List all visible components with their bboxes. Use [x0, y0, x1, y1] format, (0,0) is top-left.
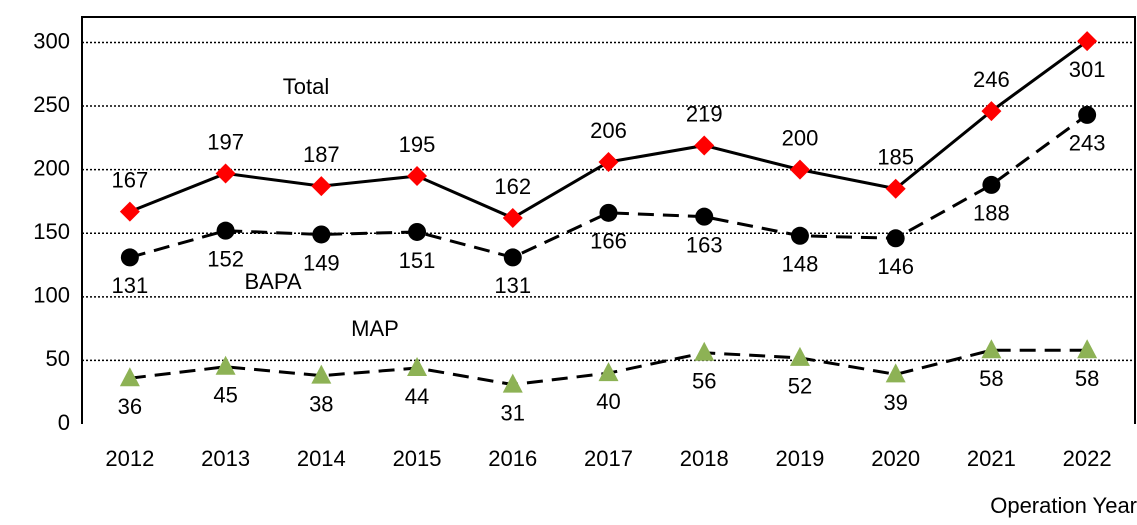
y-tick-label: 200	[33, 155, 70, 180]
x-tick-label: 2022	[1063, 446, 1112, 471]
value-label: 185	[877, 145, 914, 170]
marker	[215, 163, 236, 184]
marker	[981, 339, 1002, 359]
value-label: 188	[973, 201, 1010, 226]
marker	[981, 101, 1002, 122]
x-tick-label: 2019	[775, 446, 824, 471]
marker	[408, 222, 427, 241]
y-tick-label: 100	[33, 283, 70, 308]
marker	[503, 248, 522, 267]
y-tick-label: 150	[33, 219, 70, 244]
value-label: 52	[788, 374, 812, 399]
marker	[694, 135, 715, 156]
marker	[598, 151, 619, 172]
value-label: 243	[1069, 131, 1106, 156]
value-label: 36	[118, 394, 142, 419]
marker	[886, 229, 905, 248]
value-label: 40	[596, 389, 620, 414]
x-tick-label: 2017	[584, 446, 633, 471]
x-tick-label: 2012	[105, 446, 154, 471]
marker	[502, 373, 523, 393]
value-label: 131	[494, 273, 531, 298]
value-label: 167	[112, 167, 149, 192]
value-label: 149	[303, 250, 340, 275]
value-label: 197	[207, 129, 244, 154]
marker	[216, 221, 235, 240]
value-label: 246	[973, 67, 1010, 92]
value-label: 195	[399, 132, 436, 157]
marker	[789, 159, 810, 180]
marker	[311, 364, 332, 384]
value-label: 200	[782, 125, 819, 150]
value-label: 148	[782, 252, 819, 277]
x-axis-label: Operation Year	[990, 493, 1137, 518]
value-label: 301	[1069, 57, 1106, 82]
marker	[885, 363, 906, 383]
value-label: 39	[883, 390, 907, 415]
value-label: 56	[692, 369, 716, 394]
x-tick-label: 2013	[201, 446, 250, 471]
value-label: 219	[686, 101, 723, 126]
marker	[120, 248, 139, 267]
value-label: 31	[501, 400, 525, 425]
y-tick-label: 0	[58, 410, 70, 435]
marker	[407, 165, 428, 186]
y-tick-label: 250	[33, 92, 70, 117]
marker	[789, 346, 810, 366]
marker	[312, 225, 331, 244]
series-label: Total	[283, 74, 329, 99]
marker	[695, 207, 714, 226]
value-label: 166	[590, 229, 627, 254]
x-tick-label: 2014	[297, 446, 346, 471]
marker	[982, 175, 1001, 194]
series-label: BAPA	[244, 269, 301, 294]
value-label: 44	[405, 384, 429, 409]
marker	[599, 203, 618, 222]
value-label: 152	[207, 246, 244, 271]
marker	[1077, 339, 1098, 359]
value-label: 131	[112, 273, 149, 298]
value-label: 58	[979, 366, 1003, 391]
marker	[1077, 31, 1098, 52]
marker	[119, 367, 140, 387]
series-label: MAP	[351, 316, 399, 341]
marker	[694, 341, 715, 361]
y-tick-label: 300	[33, 28, 70, 53]
value-label: 162	[494, 174, 531, 199]
x-tick-label: 2016	[488, 446, 537, 471]
y-tick-label: 50	[46, 346, 70, 371]
marker	[119, 201, 140, 222]
value-label: 45	[213, 383, 237, 408]
x-tick-label: 2021	[967, 446, 1016, 471]
series-line	[129, 113, 1089, 259]
value-label: 187	[303, 142, 340, 167]
marker	[215, 355, 236, 375]
marker	[407, 357, 428, 377]
value-label: 146	[877, 254, 914, 279]
marker	[502, 207, 523, 228]
x-tick-label: 2020	[871, 446, 920, 471]
x-tick-label: 2015	[393, 446, 442, 471]
value-label: 163	[686, 232, 723, 257]
plot-frame	[81, 16, 1136, 424]
marker	[311, 176, 332, 197]
value-label: 38	[309, 391, 333, 416]
value-label: 151	[399, 248, 436, 273]
marker	[885, 178, 906, 199]
marker	[790, 226, 809, 245]
marker	[1078, 105, 1097, 124]
marker	[598, 362, 619, 382]
value-label: 58	[1075, 366, 1099, 391]
x-tick-label: 2018	[680, 446, 729, 471]
value-label: 206	[590, 118, 627, 143]
